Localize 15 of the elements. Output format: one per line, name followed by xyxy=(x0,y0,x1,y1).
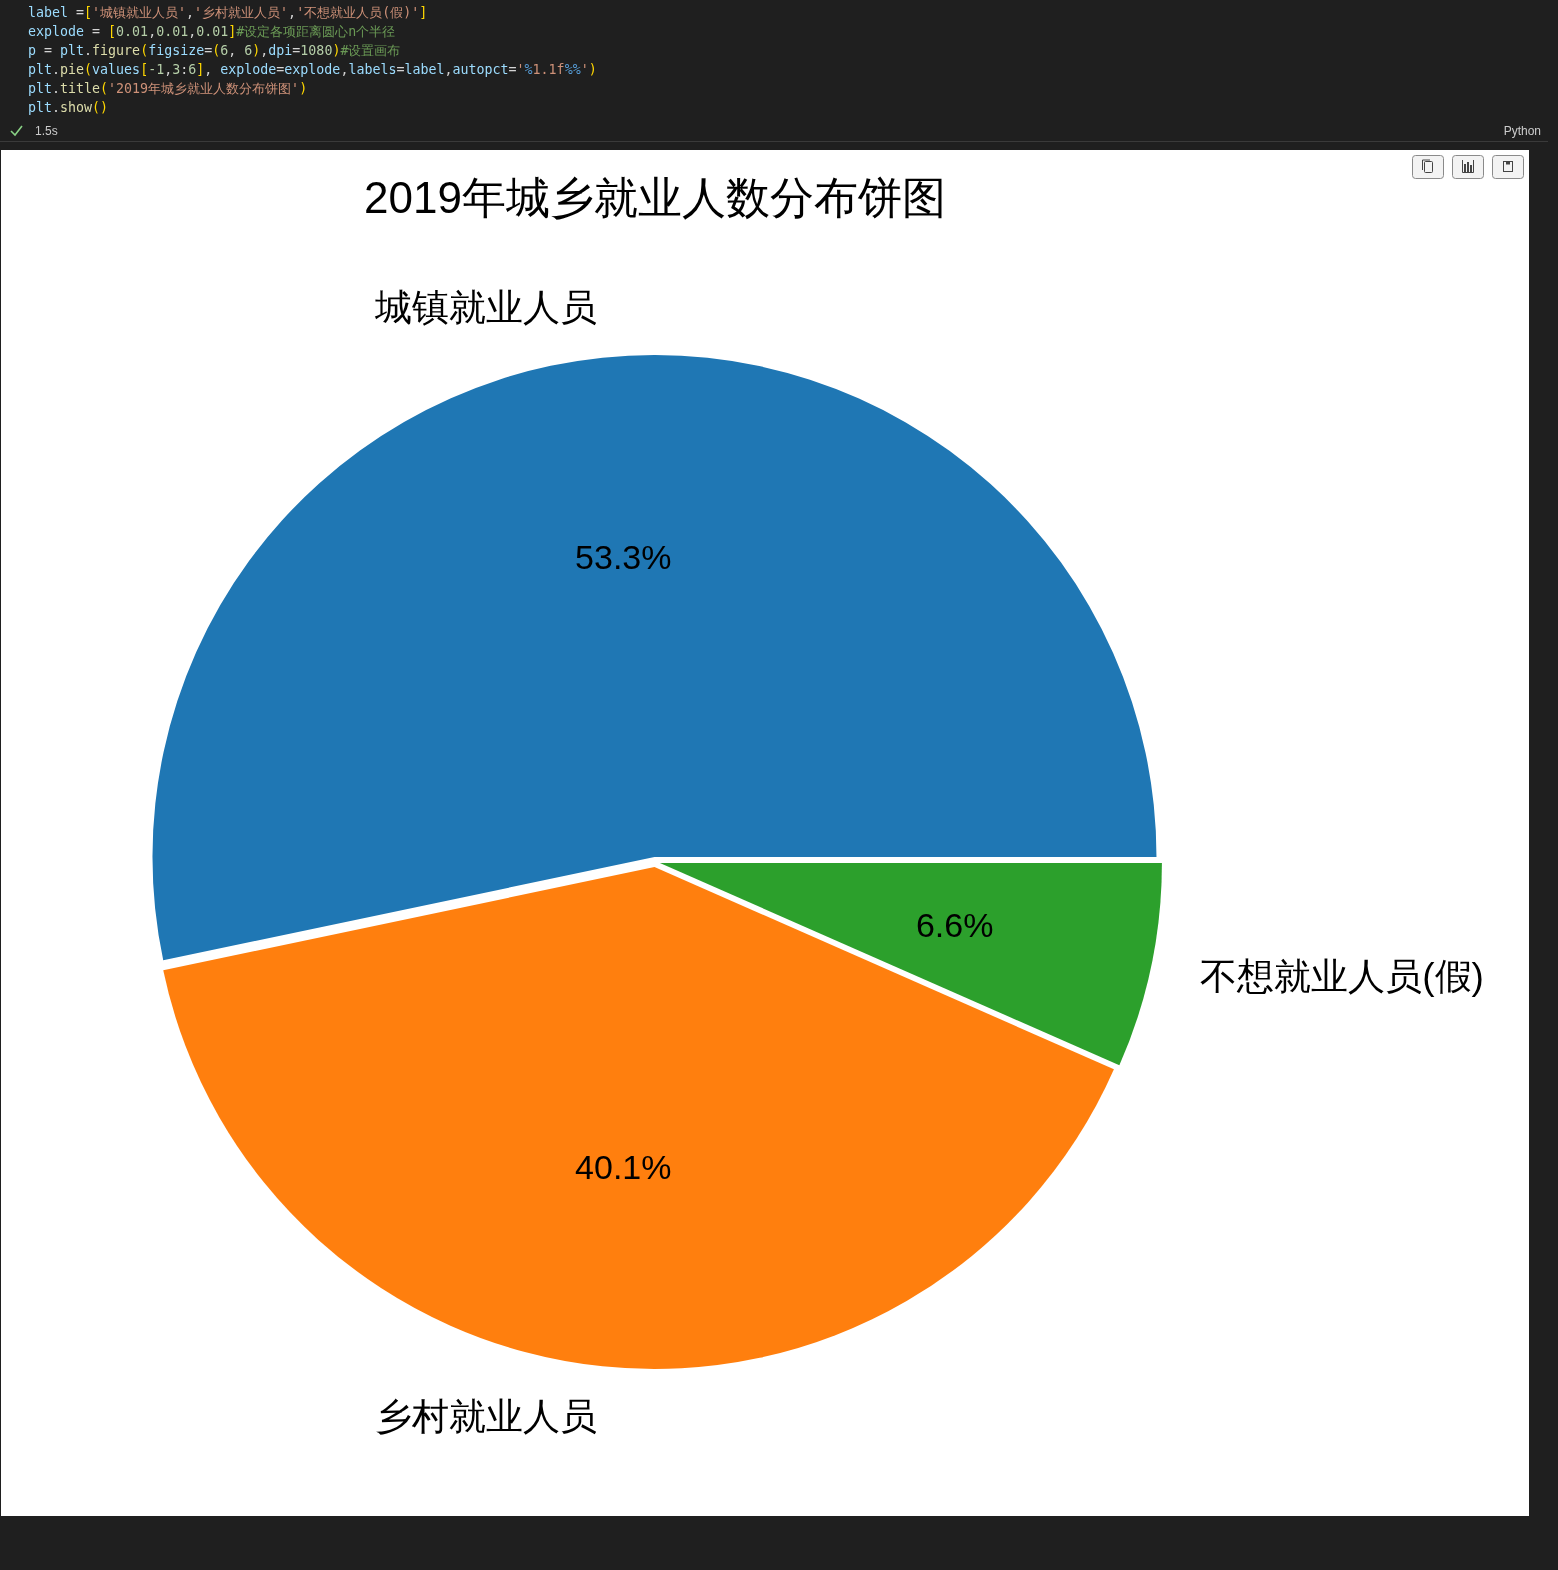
chart-title: 2019年城乡就业人数分布饼图 xyxy=(364,172,946,222)
text: plt.pie(values[-1,3:6], explode=explode,labels=label,autopct='%1.1f%%') xyxy=(28,61,597,77)
text: 1.5s xyxy=(35,124,58,138)
data-label: 53.3% xyxy=(575,538,672,577)
slice-label: 城镇就业人员 xyxy=(374,287,598,329)
data-label: 40.1% xyxy=(575,1147,672,1186)
text: plt.title('2019年城乡就业人数分布饼图') xyxy=(28,80,308,96)
slice-label: 不想就业人员(假) xyxy=(1200,956,1484,998)
text: plt.show() xyxy=(28,99,109,115)
text: explode = [0.01,0.01,0.01]#设定各项距离圆心n个半径 xyxy=(28,23,396,39)
text: label =['城镇就业人员','乡村就业人员','不想就业人员(假)'] xyxy=(28,4,428,20)
slice-label: 乡村就业人员 xyxy=(375,1395,598,1437)
text: Python xyxy=(1503,124,1541,138)
text: p = plt.figure(figsize=(6, 6),dpi=1080)#设置画布 xyxy=(28,42,401,58)
data-label: 6.6% xyxy=(915,906,994,945)
